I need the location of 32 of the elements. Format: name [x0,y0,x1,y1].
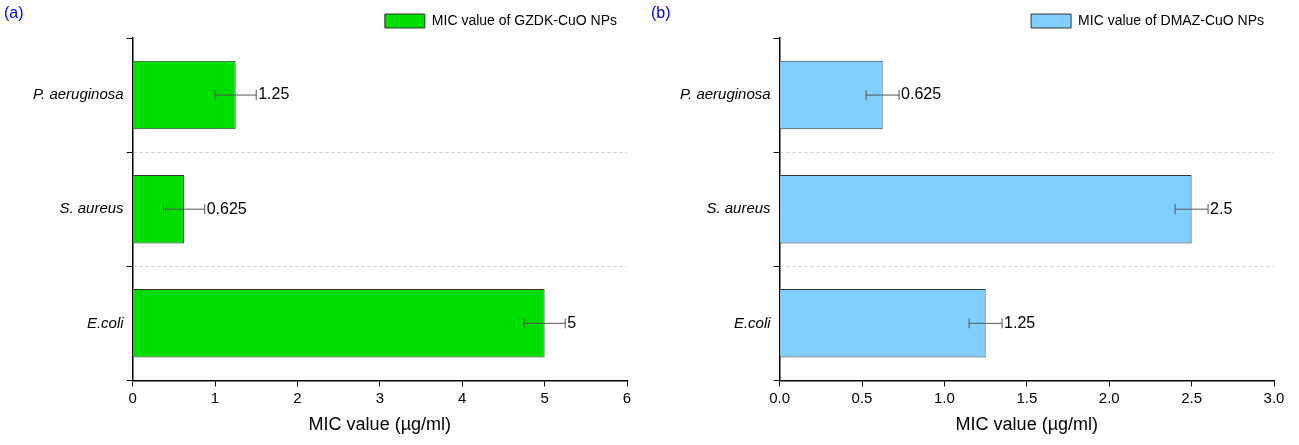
text: (a) [4,4,24,22]
text: (b) [651,4,671,22]
y-tick-label: P. aeruginosa [32,85,124,103]
x-tick-label: 2.0 [1098,388,1120,406]
x-tick-label: 6 [622,388,632,406]
x-tick-label: 0.5 [851,388,873,406]
data-label: 1.25 [1004,313,1036,331]
y-tick-label: P. aeruginosa [679,85,771,103]
data-label: 5 [567,313,577,331]
x-axis-title: MIC value (µg/ml) [955,414,1099,435]
x-tick-label: 1.0 [933,388,955,406]
y-tick-label: E.coli [86,313,125,331]
x-tick-label: 3 [375,388,384,406]
x-tick-label: 5 [540,388,549,406]
x-tick-label: 2.5 [1181,388,1203,406]
data-label: 0.625 [206,199,247,217]
data-label: 1.25 [258,85,290,103]
y-tick-label: E.coli [733,313,772,331]
legend-label: MIC value of DMAZ-CuO NPs [1078,11,1265,28]
x-axis-title: MIC value (µg/ml) [308,414,452,435]
data-label: 2.5 [1210,199,1233,217]
x-tick-label: 0.0 [769,388,791,406]
x-tick-label: 1.5 [1016,388,1038,406]
y-tick-label: S. aureus [59,199,125,217]
x-tick-label: 0 [128,388,137,406]
x-tick-label: 4 [458,388,467,406]
y-tick-label: S. aureus [706,199,772,217]
x-tick-label: 2 [293,388,302,406]
x-tick-label: 1 [210,388,220,406]
x-tick-label: 3.0 [1263,388,1285,406]
legend-label: MIC value of GZDK-CuO NPs [431,11,617,28]
data-label: 0.625 [901,85,942,103]
